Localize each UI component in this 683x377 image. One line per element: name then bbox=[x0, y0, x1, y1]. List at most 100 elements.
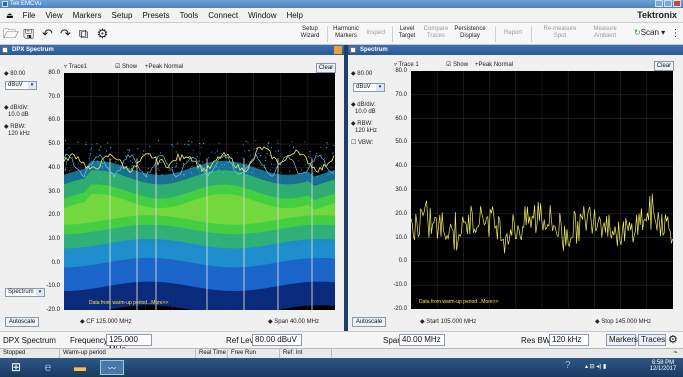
dpx-hit-point bbox=[277, 142, 279, 144]
remeasure-spot-button[interactable]: Re-measure Spot bbox=[543, 26, 577, 39]
scan-button[interactable]: ↻Scan ▾ bbox=[634, 28, 666, 37]
menu-markers[interactable]: Markers bbox=[72, 10, 102, 20]
ref-level-readout[interactable]: ◆ 80.00 bbox=[4, 71, 26, 77]
menu-window[interactable]: Window bbox=[248, 10, 277, 20]
display-type-select[interactable]: Spectrum ▾ bbox=[5, 288, 45, 297]
menu-file[interactable]: File bbox=[22, 10, 36, 20]
level-target-button[interactable]: Level Target bbox=[398, 26, 416, 39]
dpx-hit-point bbox=[149, 145, 151, 147]
dpx-hit-point bbox=[279, 164, 281, 166]
trace-selector[interactable]: ▿ Trace 1 bbox=[394, 62, 419, 68]
tray-icons[interactable]: ▴ ⊟ ◂) ▮ bbox=[585, 364, 607, 370]
frequency-label: Frequency bbox=[70, 336, 108, 345]
clear-button[interactable]: Clear bbox=[316, 63, 336, 73]
dpx-hit-point bbox=[321, 177, 323, 179]
help-icon[interactable]: ? bbox=[565, 360, 571, 371]
center-frequency-readout[interactable]: ◆ CF 125.000 MHz bbox=[80, 319, 132, 325]
span-readout[interactable]: ◆ Span 40.00 MHz bbox=[268, 319, 319, 325]
inspect-button[interactable]: Inspect bbox=[366, 30, 386, 36]
browser-icon[interactable]: e bbox=[44, 360, 52, 374]
ref-level-readout[interactable]: ◆ 80.00 bbox=[351, 71, 373, 77]
stop-frequency-readout[interactable]: ◆ Stop 145.000 MHz bbox=[595, 319, 651, 325]
y-axis-tick-label: 30.0 bbox=[48, 188, 60, 195]
vbw-checkbox[interactable]: ☐ VBW: bbox=[351, 140, 374, 146]
start-button-icon[interactable]: ⊞ bbox=[10, 360, 22, 374]
menu-view[interactable]: View bbox=[45, 10, 63, 20]
menu-tools[interactable]: Tools bbox=[179, 10, 199, 20]
dpx-hit-point bbox=[197, 175, 199, 177]
autoscale-button[interactable]: Autoscale bbox=[5, 317, 39, 327]
open-folder-icon[interactable]: 🗁 bbox=[3, 26, 20, 41]
dpx-hit-point bbox=[102, 162, 104, 164]
undo-icon[interactable]: ↶ bbox=[42, 26, 53, 41]
trace-selector[interactable]: ▿ Trace1 bbox=[64, 64, 88, 70]
report-button[interactable]: Report bbox=[503, 30, 522, 36]
persistence-display-button[interactable]: Persistence Display bbox=[454, 26, 486, 39]
setup-wizard-button[interactable]: Setup Wizard bbox=[300, 26, 320, 39]
emcvu-taskbar-icon[interactable]: 〰 bbox=[100, 360, 124, 375]
frequency-field[interactable]: 125.000 MHz bbox=[106, 334, 152, 354]
dpx-hit-point bbox=[241, 157, 243, 159]
y-axis-tick-label: 70.0 bbox=[48, 93, 60, 100]
mode-label[interactable]: DPX Spectrum bbox=[3, 336, 56, 345]
rbw-value[interactable]: 120 kHz bbox=[355, 128, 378, 134]
spectrum-plot[interactable]: Data from warm-up period...More>> bbox=[411, 71, 673, 309]
redo-icon[interactable]: ↷ bbox=[60, 26, 71, 41]
rbw-value[interactable]: 120 kHz bbox=[8, 131, 31, 137]
measure-ambient-button[interactable]: Measure Ambient bbox=[593, 26, 617, 39]
dpx-hit-point bbox=[264, 159, 266, 161]
settings-gear-icon[interactable]: ⚙ bbox=[668, 334, 678, 346]
harmonic-markers-button[interactable]: Harmonic Markers bbox=[333, 26, 359, 39]
settings-gear-icon[interactable]: ⚙ bbox=[96, 26, 109, 41]
markers-button[interactable]: Markers bbox=[606, 334, 638, 346]
dpx-hit-point bbox=[186, 160, 188, 162]
close-button[interactable] bbox=[673, 0, 681, 7]
warmup-message[interactable]: Data from warm-up period...More>> bbox=[419, 299, 499, 305]
clear-button[interactable]: Clear bbox=[654, 61, 674, 71]
y-axis-tick-label: 80.0 bbox=[48, 70, 60, 76]
dpx-hit-point bbox=[310, 157, 312, 159]
db-div-value[interactable]: 10.0 dB bbox=[8, 112, 29, 118]
realtime-indicator[interactable]: Real Time bbox=[196, 349, 228, 358]
autoscale-button[interactable]: Autoscale bbox=[352, 317, 386, 327]
menu-help[interactable]: Help bbox=[286, 10, 303, 20]
show-checkbox[interactable]: ☑ Show bbox=[446, 62, 469, 68]
save-icon[interactable]: 🖫 bbox=[22, 26, 35, 41]
reference-source[interactable]: Ref: Int bbox=[280, 349, 332, 358]
dpx-hit-point bbox=[216, 150, 218, 152]
dpx-spectrum-plot[interactable]: Data from warm-up period...More>> bbox=[64, 73, 335, 310]
minimize-button[interactable] bbox=[655, 0, 663, 7]
warmup-message[interactable]: Data from warm-up period...More>> bbox=[89, 300, 169, 306]
dpx-hit-point bbox=[88, 160, 90, 162]
trigger-mode[interactable]: Free Run bbox=[228, 349, 280, 358]
res-bw-field[interactable]: 120 kHz bbox=[549, 334, 589, 346]
more-options-icon[interactable]: ⋮ bbox=[670, 28, 681, 39]
ref-level-field[interactable]: 80.00 dBuV bbox=[252, 334, 302, 346]
panel-close-icon[interactable] bbox=[334, 46, 342, 54]
traces-button[interactable]: Traces bbox=[638, 334, 666, 346]
dpx-hit-point bbox=[154, 156, 156, 158]
compare-traces-button[interactable]: Compare Traces bbox=[423, 26, 449, 39]
unit-select[interactable]: dBuV ▾ bbox=[5, 81, 37, 90]
y-axis-tick-label: -10.0 bbox=[46, 283, 60, 290]
file-explorer-icon[interactable]: ▬ bbox=[74, 360, 86, 374]
dpx-panel: ◆ 80.00 dBuV ▾ ◆ dB/div: 10.0 dB ◆ RBW: 1… bbox=[0, 55, 344, 331]
span-field[interactable]: 40.00 MHz bbox=[399, 334, 445, 346]
eject-icon[interactable]: ⏏ bbox=[6, 10, 14, 20]
dpx-hit-point bbox=[333, 145, 335, 147]
dpx-hit-point bbox=[100, 176, 102, 178]
menu-presets[interactable]: Presets bbox=[142, 10, 170, 20]
maximize-button[interactable] bbox=[664, 0, 672, 7]
menu-connect[interactable]: Connect bbox=[208, 10, 239, 20]
show-checkbox[interactable]: ☑ Show bbox=[115, 64, 138, 70]
unit-select[interactable]: dBuV ▾ bbox=[353, 83, 385, 92]
clock[interactable]: 6:58 PM 12/1/2017 bbox=[649, 360, 677, 372]
dpx-hit-point bbox=[133, 153, 135, 155]
windows-icon[interactable]: ⧉ bbox=[78, 26, 89, 41]
start-frequency-readout[interactable]: ◆ Start 105.000 MHz bbox=[420, 319, 477, 325]
db-div-value[interactable]: 10.0 dB bbox=[355, 109, 376, 115]
dpx-hit-point bbox=[177, 143, 179, 145]
y-axis-tick-label: 20.0 bbox=[48, 212, 60, 219]
menu-setup[interactable]: Setup bbox=[111, 10, 133, 20]
dpx-hit-point bbox=[86, 174, 88, 176]
